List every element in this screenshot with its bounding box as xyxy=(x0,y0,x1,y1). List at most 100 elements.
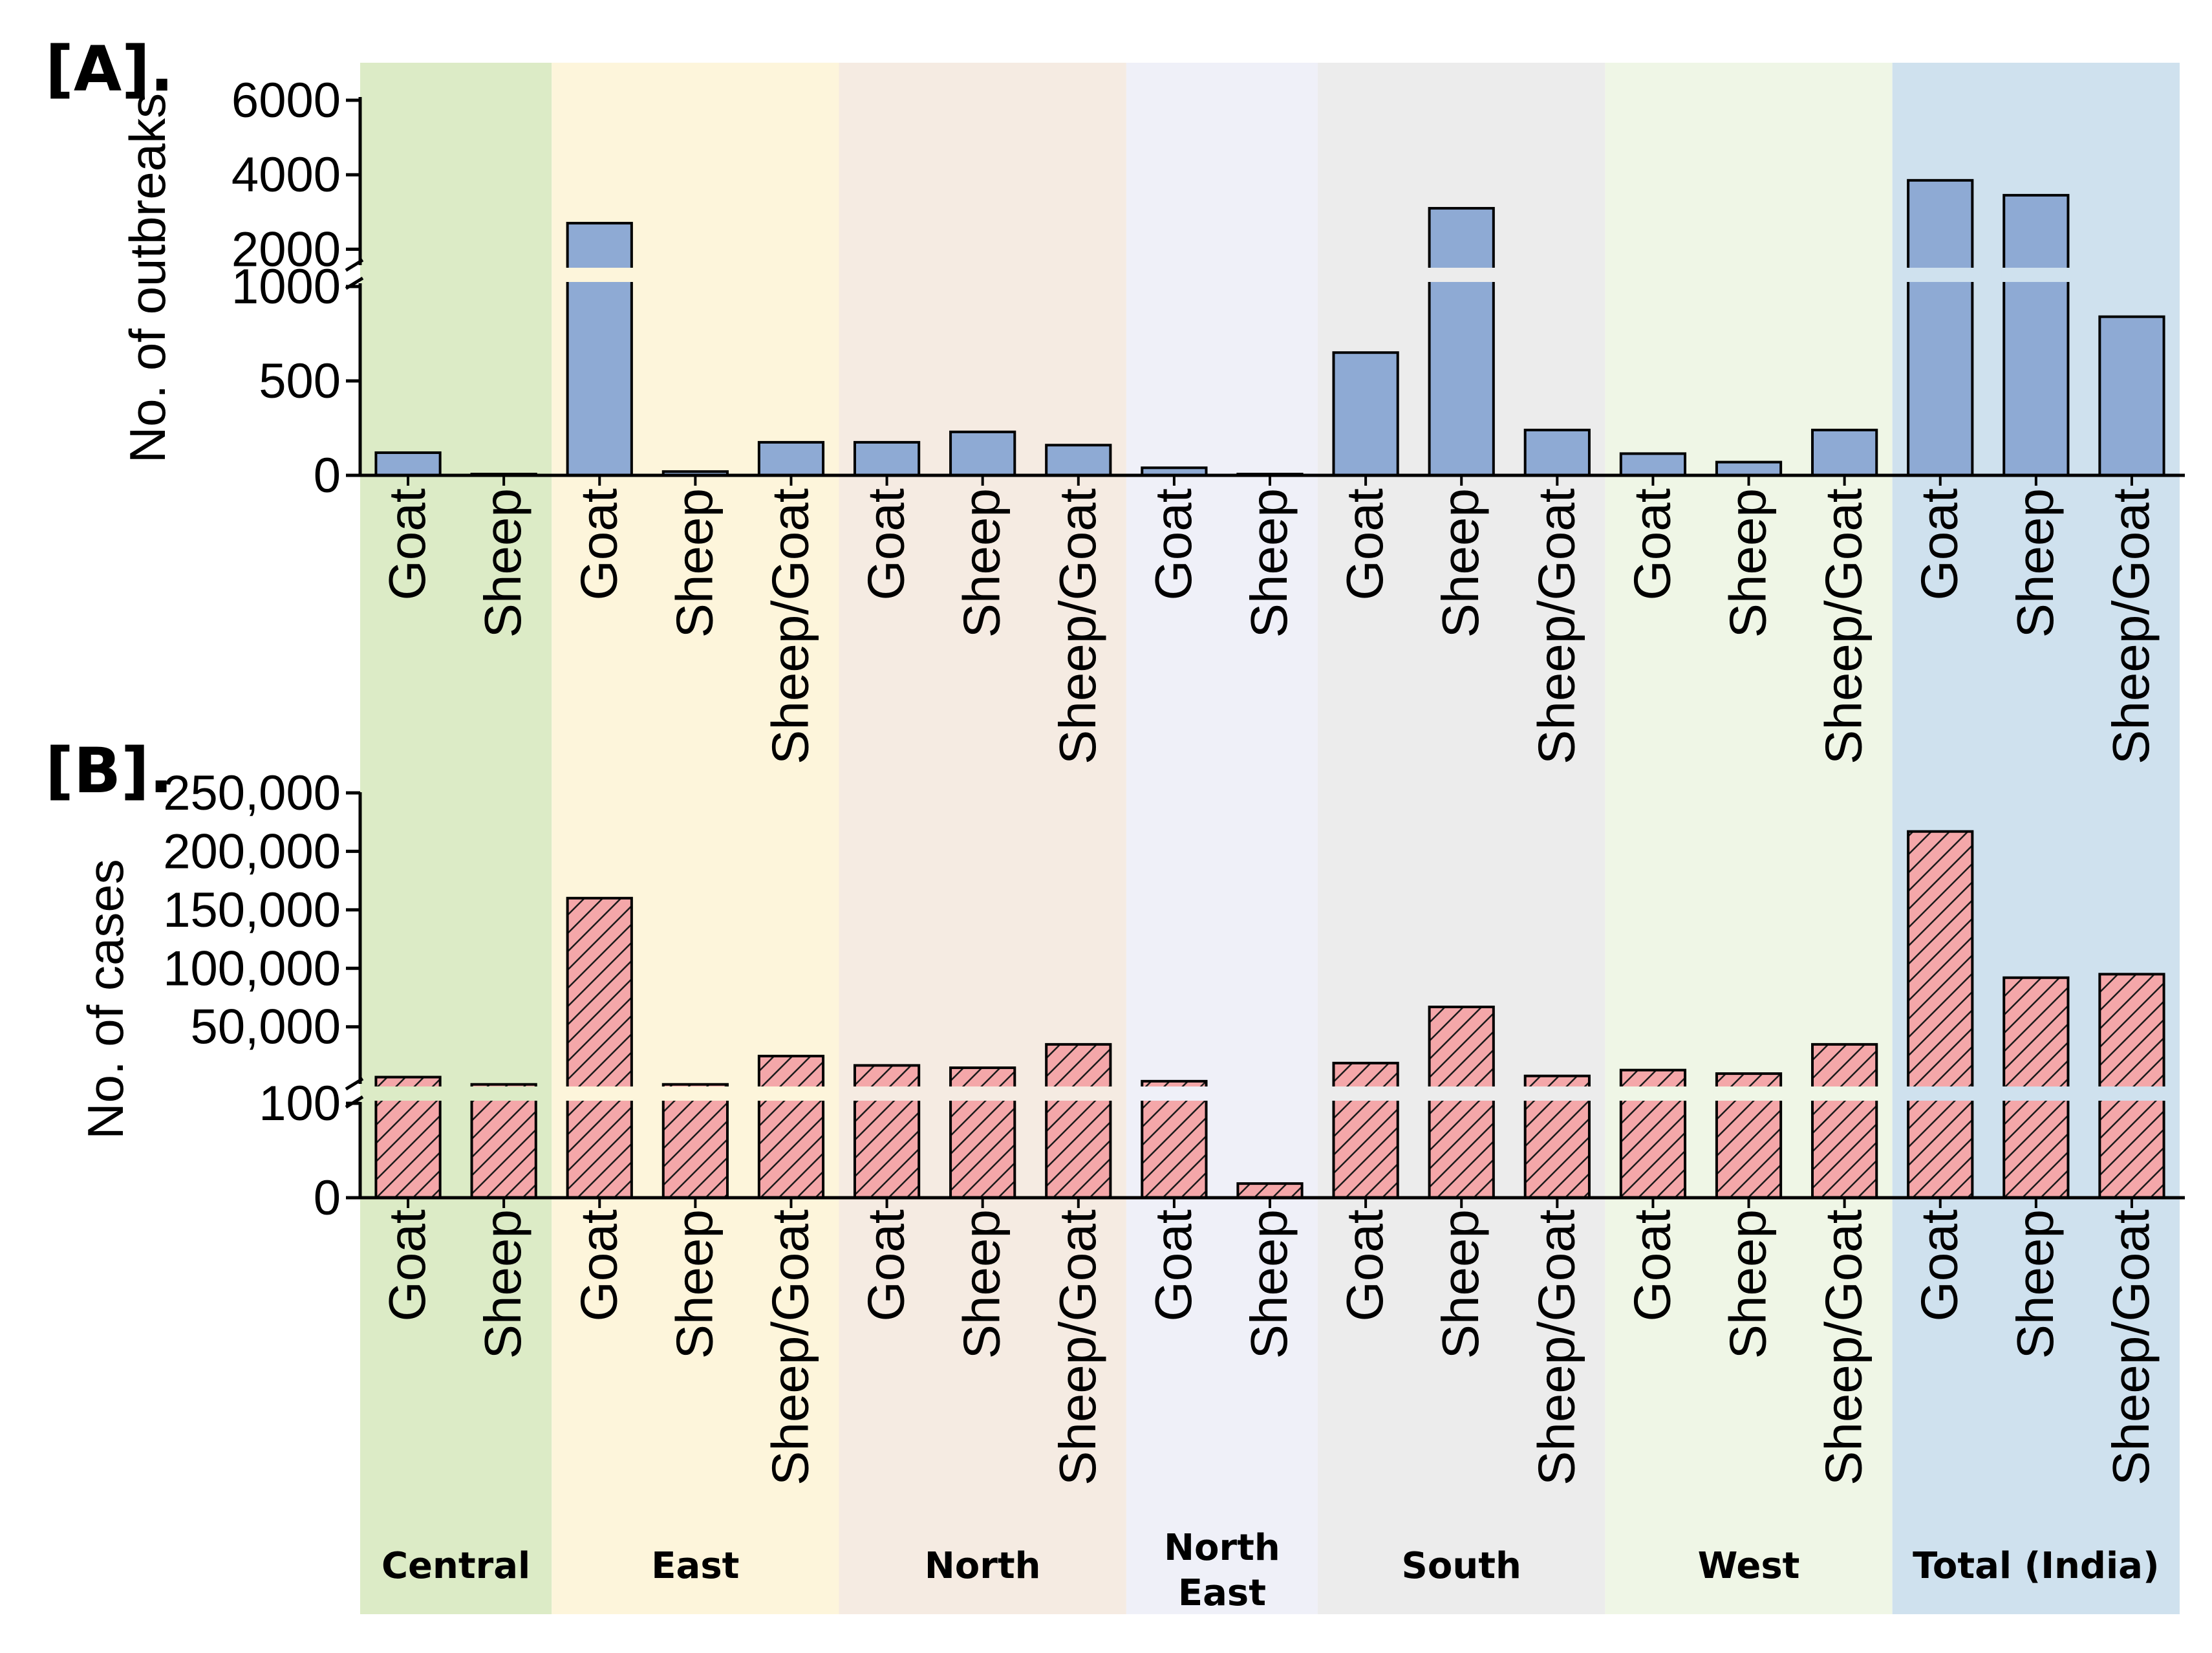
axis-break-gap xyxy=(564,268,634,282)
category-label: Sheep xyxy=(1240,1209,1298,1359)
panel-b-cases: Goat Sheep Goat Sheep Sheep/Goat Goat Sheep She… xyxy=(45,735,2185,1486)
y-tick-label: 150,000 xyxy=(163,883,341,938)
region-bands xyxy=(360,63,2180,1614)
category-label: Sheep/Goat xyxy=(2102,488,2160,764)
y-tick-label: 100,000 xyxy=(163,941,341,996)
y-tick-label: 500 xyxy=(259,354,341,409)
category-label: Goat xyxy=(378,1209,436,1321)
category-label: Goat xyxy=(1911,1209,1968,1321)
category-label: Sheep/Goat xyxy=(1049,1209,1106,1486)
y-tick-label: 6000 xyxy=(231,73,341,128)
axis-break-gap xyxy=(948,1086,1018,1101)
bar xyxy=(1715,460,1783,477)
category-label: Sheep/Goat xyxy=(1527,488,1585,764)
region-label: Total (India) xyxy=(1913,1545,2159,1587)
axis-break-gap xyxy=(660,1086,730,1101)
category-label: Sheep xyxy=(1719,1209,1777,1359)
bar xyxy=(853,1064,921,1200)
axis-break-gap xyxy=(756,1086,826,1101)
category-label: Sheep/Goat xyxy=(761,1209,819,1486)
bar xyxy=(1332,1061,1399,1200)
bar xyxy=(1332,351,1399,477)
category-label: Sheep xyxy=(1432,1209,1489,1359)
category-label: Goat xyxy=(1911,488,1968,600)
axis-break-gap xyxy=(469,1086,539,1101)
axis-break-gap xyxy=(1426,268,1496,282)
region-label: Central xyxy=(381,1545,530,1587)
y-axis-label: No. of outbreaks xyxy=(119,93,176,463)
category-label: Sheep xyxy=(474,488,532,638)
axis-break-gap xyxy=(2097,1086,2167,1101)
bar xyxy=(566,222,633,477)
category-label: Goat xyxy=(1144,488,1202,600)
category-label: Sheep xyxy=(1432,488,1489,638)
category-label: Goat xyxy=(1144,1209,1202,1321)
axis-break-gap xyxy=(564,1086,634,1101)
bar xyxy=(1619,452,1687,477)
axis-break-gap xyxy=(1810,1086,1880,1101)
category-label: Goat xyxy=(570,1209,627,1321)
axis-break-gap xyxy=(1139,1086,1209,1101)
category-label: Sheep xyxy=(665,488,723,638)
axis-break-gap xyxy=(852,1086,922,1101)
region-band xyxy=(1605,63,1893,1614)
axis-break-gap xyxy=(373,1086,443,1101)
y-tick-label: 200,000 xyxy=(163,824,341,879)
y-tick-label: 4000 xyxy=(231,147,341,202)
axis-break-gap xyxy=(1522,1086,1592,1101)
axis-break-gap xyxy=(1331,1086,1401,1101)
region-label: North East xyxy=(1164,1527,1280,1614)
y-tick-label: 100 xyxy=(259,1076,341,1131)
region-band xyxy=(839,63,1126,1614)
category-label: Goat xyxy=(1336,488,1393,600)
bar xyxy=(1811,428,1878,477)
bar xyxy=(1811,1043,1878,1200)
category-label: Sheep xyxy=(474,1209,532,1359)
category-label: Goat xyxy=(1336,1209,1393,1321)
bar xyxy=(757,440,825,477)
axis-break-gap xyxy=(1618,1086,1688,1101)
bar xyxy=(1907,830,1974,1199)
y-tick-label: 250,000 xyxy=(163,766,341,821)
bar xyxy=(2003,193,2070,477)
category-label: Goat xyxy=(857,1209,915,1321)
region-band xyxy=(360,63,552,1614)
category-label: Sheep xyxy=(1719,488,1777,638)
category-label: Sheep/Goat xyxy=(1815,1209,1873,1486)
category-label: Sheep xyxy=(953,1209,1011,1359)
panel-label: [A]. xyxy=(45,33,174,105)
category-label: Sheep/Goat xyxy=(1815,488,1873,764)
category-label: Sheep xyxy=(1240,488,1298,638)
axis-break-mark xyxy=(345,1077,364,1091)
bar xyxy=(661,1083,729,1199)
bar xyxy=(853,440,921,477)
bar xyxy=(566,896,633,1200)
bar xyxy=(757,1054,825,1199)
bar xyxy=(1428,207,1495,477)
category-label: Sheep xyxy=(2006,488,2064,638)
bar xyxy=(1045,1043,1112,1200)
panel-label: [B]. xyxy=(45,735,173,807)
region-band xyxy=(1126,63,1318,1614)
category-label: Sheep/Goat xyxy=(1049,488,1106,764)
bar xyxy=(470,1083,537,1199)
bar xyxy=(1428,1005,1495,1199)
y-tick-label: 1000 xyxy=(231,259,341,314)
category-label: Goat xyxy=(570,488,627,600)
axis-break-gap xyxy=(1906,1086,1975,1101)
category-label: Sheep xyxy=(665,1209,723,1359)
bar xyxy=(1236,1182,1304,1199)
bar xyxy=(949,430,1016,477)
category-label: Goat xyxy=(857,488,915,600)
category-label: Goat xyxy=(378,488,436,600)
panel-a-outbreaks: Goat Sheep Goat Sheep Sheep/Goat Goat Sheep She… xyxy=(45,33,2185,764)
category-label: Sheep/Goat xyxy=(2102,1209,2160,1486)
region-label: North xyxy=(925,1545,1041,1587)
axis-break-gap xyxy=(2001,268,2071,282)
region-label: South xyxy=(1402,1545,1521,1587)
category-label: Sheep/Goat xyxy=(1527,1209,1585,1486)
y-tick-label: 0 xyxy=(314,1171,341,1226)
region-label: West xyxy=(1698,1545,1800,1587)
category-label: Sheep xyxy=(2006,1209,2064,1359)
